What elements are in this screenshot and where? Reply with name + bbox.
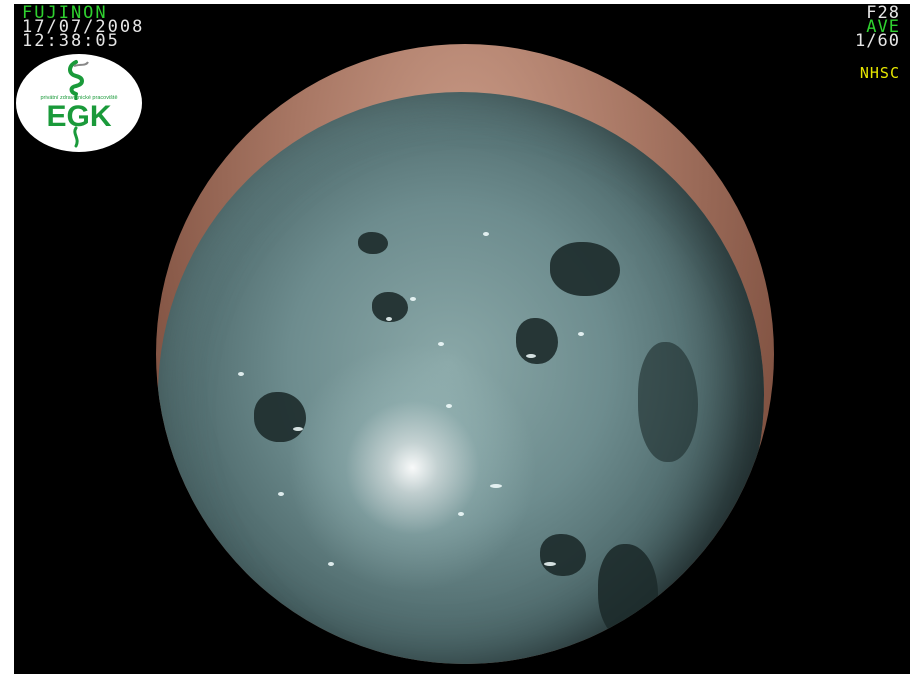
exam-date: 17/07/2008 [22, 17, 145, 37]
reflection-speck [238, 372, 244, 376]
reflection-speck [386, 317, 392, 321]
dark-patch [598, 544, 658, 640]
dark-patch [550, 242, 620, 296]
endoscope-screen: FUJINON 17/07/2008 12:38:05 F28 AVE 1/60… [14, 4, 910, 674]
reflection-speck [578, 332, 584, 336]
caduceus-icon: privátní zdravotnické pracoviště EGK [40, 60, 118, 148]
device-brand: FUJINON [22, 4, 108, 23]
reflection-speck [483, 232, 489, 236]
reflection-speck [526, 354, 536, 358]
overlay-info-right: F28 AVE 1/60 [855, 4, 900, 51]
reflection-speck [490, 484, 502, 488]
dark-patch [358, 232, 388, 254]
fluid-bubble [158, 92, 764, 664]
reflection-speck [328, 562, 334, 566]
dark-patch [540, 534, 586, 576]
endoscopic-view [156, 44, 774, 664]
dark-patch [254, 392, 306, 442]
nhsc-label: NHSC [859, 64, 900, 82]
dark-patch [638, 342, 698, 462]
frame-code: F28 [866, 4, 900, 23]
shutter-speed: 1/60 [855, 31, 900, 51]
logo-tagline: privátní zdravotnické pracoviště [40, 95, 117, 101]
reflection-speck [458, 512, 464, 516]
mode-label: AVE [866, 17, 900, 37]
reflection-speck [293, 427, 303, 431]
reflection-speck [446, 404, 452, 408]
overlay-info-left: FUJINON 17/07/2008 12:38:05 [22, 4, 145, 51]
reflection-speck [544, 562, 556, 566]
exam-time: 12:38:05 [22, 31, 120, 51]
reflection-speck [410, 297, 416, 301]
logo-name: EGK [46, 100, 111, 133]
dark-patch [516, 318, 558, 364]
reflection-speck [438, 342, 444, 346]
clinic-logo: privátní zdravotnické pracoviště EGK [16, 54, 142, 152]
reflection-speck [278, 492, 284, 496]
